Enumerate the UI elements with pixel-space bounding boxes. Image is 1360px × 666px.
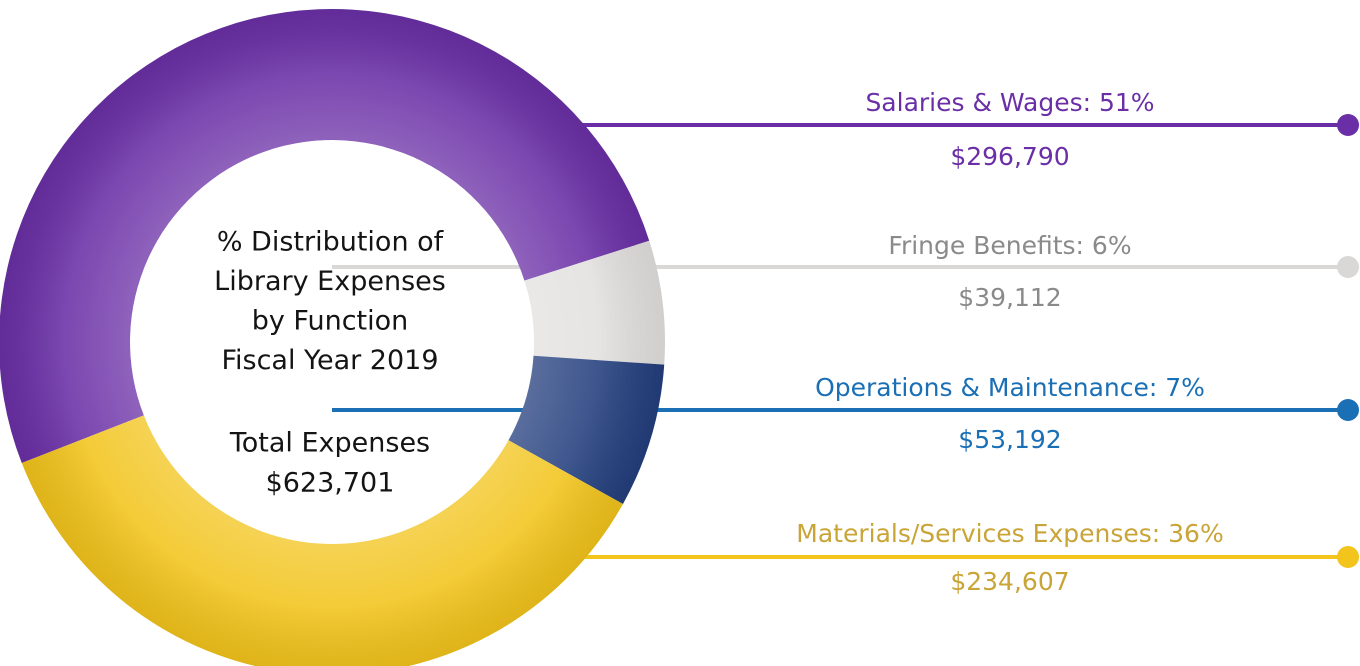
chart-title: % Distribution of xyxy=(217,227,445,258)
segment-amount: $234,607 xyxy=(950,567,1069,596)
total-value: $623,701 xyxy=(266,468,395,499)
segment-label: Salaries & Wages: 51% xyxy=(865,88,1154,117)
segment-label: Operations & Maintenance: 7% xyxy=(815,373,1205,402)
chart-title: Library Expenses xyxy=(214,266,446,297)
segment-label: Materials/Services Expenses: 36% xyxy=(796,519,1223,548)
leader-dot xyxy=(1337,114,1359,136)
leader-dot xyxy=(1337,546,1359,568)
chart-title: by Function xyxy=(252,306,409,337)
total-label: Total Expenses xyxy=(229,428,430,459)
segment-amount: $53,192 xyxy=(958,425,1061,454)
segment-label: Fringe Benefits: 6% xyxy=(888,231,1131,260)
leader-dot xyxy=(1337,399,1359,421)
chart-title: Fiscal Year 2019 xyxy=(221,345,438,376)
segment-amount: $296,790 xyxy=(950,142,1069,171)
leader-dot xyxy=(1337,256,1359,278)
segment-amount: $39,112 xyxy=(958,283,1061,312)
